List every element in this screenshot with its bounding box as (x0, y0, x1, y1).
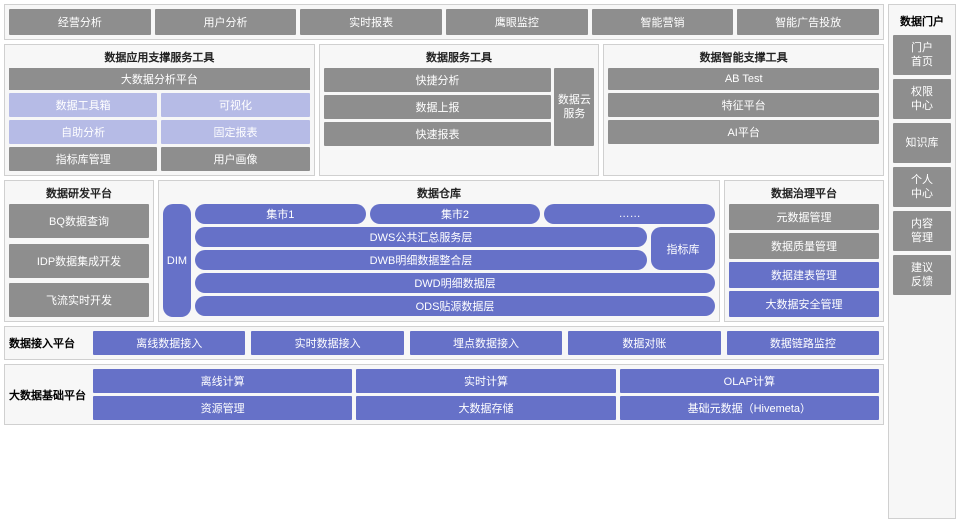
bigdata-platform-header: 大数据分析平台 (9, 68, 310, 90)
portal-home-l2: 首页 (911, 55, 933, 69)
dw-title: 数据仓库 (163, 185, 715, 201)
ai-platform[interactable]: AI平台 (608, 120, 879, 144)
portal-content[interactable]: 内容 管理 (893, 211, 951, 251)
gov-security[interactable]: 大数据安全管理 (729, 291, 879, 317)
portal-profile[interactable]: 个人 中心 (893, 167, 951, 207)
base-resource[interactable]: 资源管理 (93, 396, 352, 420)
tool-svc-title: 数据服务工具 (324, 49, 595, 65)
portal-perm[interactable]: 权限 中心 (893, 79, 951, 119)
tool-databox[interactable]: 数据工具箱 (9, 93, 157, 117)
tool-fixed-report[interactable]: 固定报表 (161, 120, 309, 144)
app-eagle-monitor[interactable]: 鹰眼监控 (446, 9, 588, 35)
access-title: 数据接入平台 (9, 335, 87, 351)
portal-content-l2: 管理 (911, 231, 933, 245)
app-realtime-report[interactable]: 实时报表 (300, 9, 442, 35)
rd-bq[interactable]: BQ数据查询 (9, 204, 149, 238)
tool-user-profile[interactable]: 用户画像 (161, 147, 309, 171)
dw-ods: ODS贴源数据层 (195, 296, 715, 316)
tool-app-title: 数据应用支撑服务工具 (9, 49, 310, 65)
portal-feedback-l2: 反馈 (911, 275, 933, 289)
portal-profile-l2: 中心 (911, 187, 933, 201)
portal-feedback-l1: 建议 (911, 261, 933, 275)
svc-cloud[interactable]: 数据云服务 (554, 68, 594, 146)
access-recon[interactable]: 数据对账 (568, 331, 720, 355)
base-olap[interactable]: OLAP计算 (620, 369, 879, 393)
tool-viz[interactable]: 可视化 (161, 93, 309, 117)
rd-feiliu[interactable]: 飞流实时开发 (9, 283, 149, 317)
portal-profile-l1: 个人 (911, 173, 933, 187)
tool-selfservice[interactable]: 自助分析 (9, 120, 157, 144)
base-realtime-compute[interactable]: 实时计算 (356, 369, 615, 393)
dw-mart-2: 集市2 (370, 204, 541, 224)
portal-perm-l1: 权限 (911, 85, 933, 99)
access-offline[interactable]: 离线数据接入 (93, 331, 245, 355)
rd-title: 数据研发平台 (9, 185, 149, 201)
base-offline-compute[interactable]: 离线计算 (93, 369, 352, 393)
app-smart-marketing[interactable]: 智能营销 (592, 9, 734, 35)
portal-kb-l1: 知识库 (906, 136, 939, 150)
svc-quick-analysis[interactable]: 快捷分析 (324, 68, 552, 92)
gov-title: 数据治理平台 (729, 185, 879, 201)
dw-dwb: DWB明细数据整合层 (195, 250, 647, 270)
access-tracking[interactable]: 埋点数据接入 (410, 331, 562, 355)
gov-metadata[interactable]: 元数据管理 (729, 204, 879, 230)
dw-indicator-lib: 指标库 (651, 227, 715, 270)
dw-mart-1: 集市1 (195, 204, 366, 224)
dw-dws: DWS公共汇总服务层 (195, 227, 647, 247)
dw-dwd: DWD明细数据层 (195, 273, 715, 293)
gov-quality[interactable]: 数据质量管理 (729, 233, 879, 259)
rd-idp[interactable]: IDP数据集成开发 (9, 244, 149, 278)
portal-kb[interactable]: 知识库 (893, 123, 951, 163)
svc-data-report[interactable]: 数据上报 (324, 95, 552, 119)
access-link-monitor[interactable]: 数据链路监控 (727, 331, 879, 355)
portal-feedback[interactable]: 建议 反馈 (893, 255, 951, 295)
svc-fast-report[interactable]: 快速报表 (324, 122, 552, 146)
app-smart-ads[interactable]: 智能广告投放 (737, 9, 879, 35)
gov-table-build[interactable]: 数据建表管理 (729, 262, 879, 288)
portal-title: 数据门户 (893, 9, 951, 31)
dw-mart-more: …… (544, 204, 715, 224)
ai-abtest[interactable]: AB Test (608, 68, 879, 90)
app-user-analysis[interactable]: 用户分析 (155, 9, 297, 35)
dw-dim: DIM (163, 204, 191, 317)
access-realtime[interactable]: 实时数据接入 (251, 331, 403, 355)
portal-home-l1: 门户 (911, 41, 933, 55)
base-title: 大数据基础平台 (9, 369, 87, 420)
portal-home[interactable]: 门户 首页 (893, 35, 951, 75)
base-hivemeta[interactable]: 基础元数据（Hivemeta） (620, 396, 879, 420)
tool-metric-mgmt[interactable]: 指标库管理 (9, 147, 157, 171)
portal-perm-l2: 中心 (911, 99, 933, 113)
tool-ai-title: 数据智能支撑工具 (608, 49, 879, 65)
ai-feature[interactable]: 特征平台 (608, 93, 879, 117)
portal-content-l1: 内容 (911, 217, 933, 231)
base-storage[interactable]: 大数据存储 (356, 396, 615, 420)
app-ops-analysis[interactable]: 经营分析 (9, 9, 151, 35)
